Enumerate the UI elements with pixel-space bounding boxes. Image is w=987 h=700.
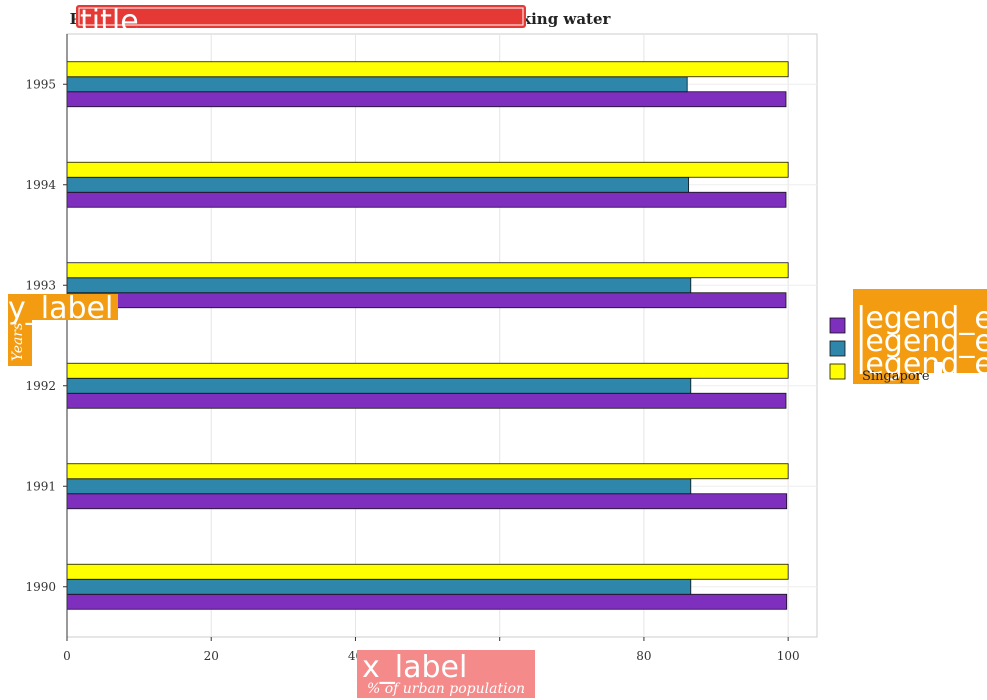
x-axis-label: % of urban population [367,681,525,697]
plot-area [66,33,818,638]
x-label-badge [357,650,535,698]
legend-badge-tail [853,362,919,384]
bar-series-2-1990 [66,578,692,595]
y-tick-label: 1992 [25,379,56,393]
bar-singapore-1994 [66,161,789,178]
legend-swatch-2 [829,340,846,357]
x-label-badge-label: x_label [362,650,467,685]
x-tick-label: 0 [63,649,71,663]
y-tick-label: 1993 [25,278,56,292]
bar-series-1-1991 [66,493,788,510]
bar-series-2-1991 [66,478,692,495]
bar-singapore-1992 [66,362,789,379]
bar-singapore-1995 [66,61,789,78]
bar-singapore-1990 [66,563,789,580]
x-tick-label: 20 [204,649,219,663]
y-axis-label: Years [10,323,26,362]
y-label-badge [8,294,118,320]
legend-badge-label: legend_e [857,324,987,359]
bar-series-2-1995 [66,76,688,93]
legend-swatch-3 [829,363,846,380]
bar-series-2-1994 [66,176,690,193]
x-tick-label: 100 [777,649,800,663]
legend-swatch-1 [829,317,846,334]
plot-panel [66,33,818,638]
y-label-badge-tail [8,318,32,366]
bar-series-1-1992 [66,392,787,409]
y-tick-label: 1995 [25,77,56,91]
bar-singapore-1993 [66,262,789,279]
bar-series-2-1992 [66,377,692,394]
bar-singapore-1991 [66,463,789,480]
legend-badge [853,289,987,373]
y-tick-label: 1994 [25,178,56,192]
bar-series-2-1993 [66,277,692,294]
y-tick-label: 1990 [25,580,56,594]
title-badge [76,5,526,28]
title-badge-border [78,7,524,26]
legend-label-3: Singapore [862,369,930,384]
bar-series-1-1993 [66,292,787,309]
bar-series-1-1994 [66,191,787,208]
title-badge-label: title [80,4,139,39]
y-tick-label: 1991 [25,479,56,493]
legend-badge-label: legend_e [857,301,987,336]
legend-badge-label: legend_e [857,347,987,382]
y-label-badge-label: y_label [8,291,113,326]
legend-badge-notch [934,362,942,378]
bar-series-1-1990 [66,593,788,610]
bar-series-1-1995 [66,91,787,108]
x-tick-label: 80 [636,649,651,663]
